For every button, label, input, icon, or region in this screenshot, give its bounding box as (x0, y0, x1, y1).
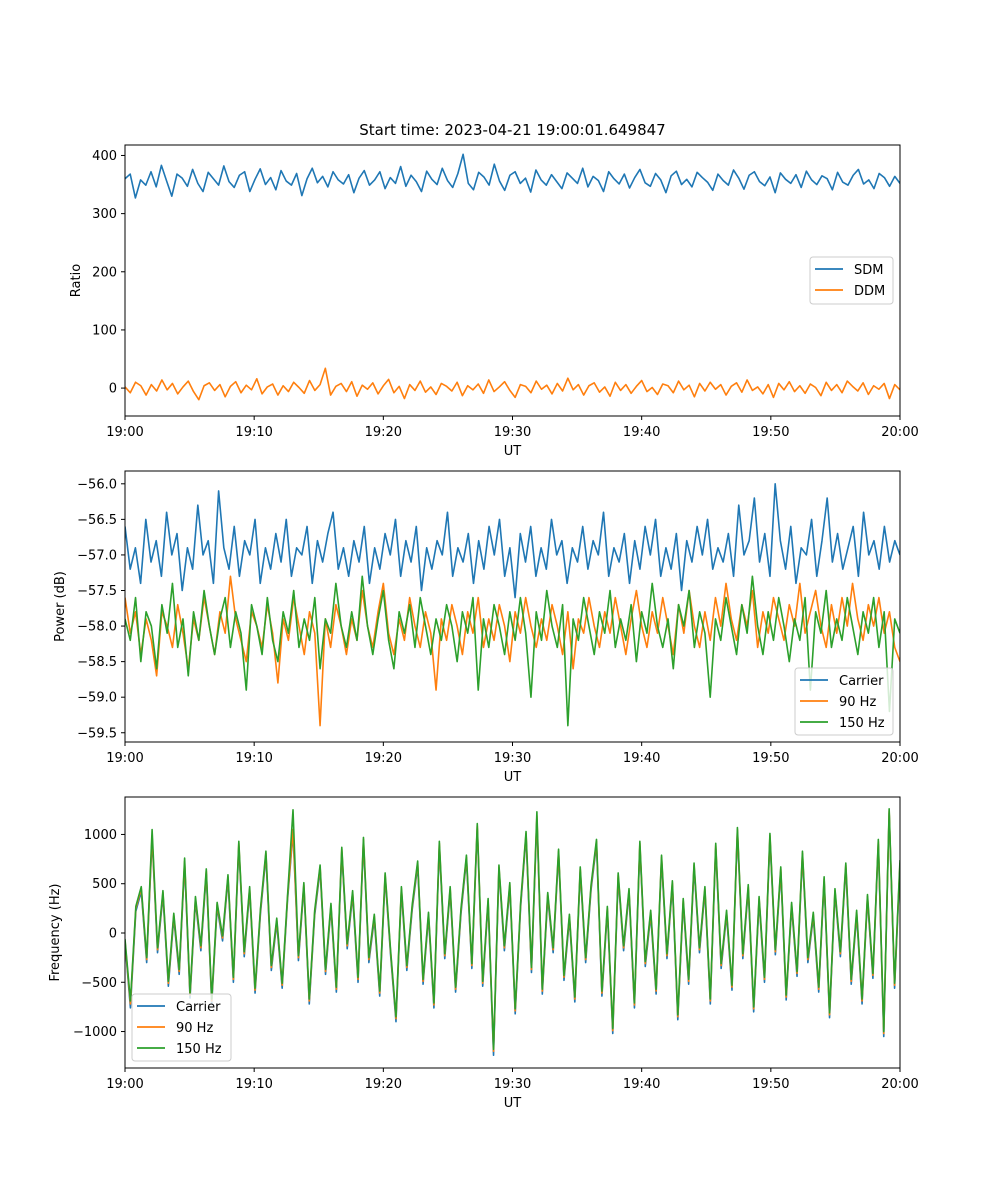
x-tick-label: 19:10 (235, 751, 272, 766)
y-axis-label: Ratio (69, 264, 84, 297)
y-tick-label: −58.5 (77, 655, 117, 670)
x-tick-label: 20:00 (881, 751, 918, 766)
legend-entry: 90 Hz (176, 1021, 213, 1036)
x-tick-label: 19:10 (235, 425, 272, 440)
y-axis-label: Power (dB) (53, 571, 68, 642)
y-tick-label: 0 (109, 382, 117, 397)
legend: SDM DDM (809, 256, 894, 305)
y-tick-label: −500 (81, 976, 117, 991)
x-tick-label: 19:40 (623, 425, 660, 440)
x-tick-label: 19:50 (752, 425, 789, 440)
y-tick-label: −57.0 (77, 548, 117, 563)
y-tick-label: 300 (92, 207, 117, 222)
y-tick-label: 200 (92, 265, 117, 280)
legend-box (131, 993, 232, 1062)
x-tick-label: 19:10 (235, 1077, 272, 1092)
x-tick-label: 19:50 (752, 1077, 789, 1092)
y-tick-label: 400 (92, 149, 117, 164)
figure-title: Start time: 2023-04-21 19:00:01.649847 (359, 121, 665, 139)
legend: Carrier 90 Hz 150 Hz (794, 667, 894, 736)
x-tick-label: 19:00 (106, 751, 143, 766)
legend-entry: 90 Hz (839, 695, 876, 710)
x-tick-label: 19:40 (623, 751, 660, 766)
y-tick-label: −59.5 (77, 726, 117, 741)
y-tick-label: 100 (92, 323, 117, 338)
series-line-ddm (125, 367, 900, 401)
legend-box (794, 667, 894, 736)
y-tick-label: 0 (109, 926, 117, 941)
x-tick-label: 19:00 (106, 1077, 143, 1092)
x-axis-label: UT (504, 444, 522, 459)
series-line-sdm (125, 153, 900, 199)
x-tick-label: 19:30 (494, 1077, 531, 1092)
y-axis-label: Frequency (Hz) (48, 883, 63, 981)
x-tick-label: 19:30 (494, 425, 531, 440)
y-tick-label: 1000 (84, 828, 117, 843)
legend-entry: Carrier (839, 674, 884, 689)
legend-entry: 150 Hz (839, 716, 885, 731)
y-tick-label: −56.5 (77, 513, 117, 528)
y-tick-label: −57.5 (77, 584, 117, 599)
legend-entry: 150 Hz (176, 1042, 222, 1057)
x-tick-label: 19:20 (365, 425, 402, 440)
axes-frame (124, 144, 901, 417)
legend-entry: Carrier (176, 1000, 221, 1015)
y-tick-label: −59.0 (77, 691, 117, 706)
x-tick-label: 19:00 (106, 425, 143, 440)
series-line-150-hz (125, 575, 900, 727)
series-line-carrier (125, 482, 900, 599)
x-tick-label: 20:00 (881, 1077, 918, 1092)
x-axis-label: UT (504, 770, 522, 785)
legend-entry: DDM (854, 284, 885, 299)
x-tick-label: 19:40 (623, 1077, 660, 1092)
axes-frame (124, 470, 901, 743)
legend: Carrier 90 Hz 150 Hz (131, 993, 232, 1062)
chart-panel-2: 19:00 19:10 19:20 19:30 19:40 19:50 20:00 −59.5… (53, 470, 919, 785)
series-line-150-hz (125, 808, 900, 1051)
x-axis-label: UT (504, 1096, 522, 1111)
chart-panel-1: 19:00 19:10 19:20 19:30 19:40 19:50 20:00 0 100 2… (69, 144, 919, 459)
legend-entry: SDM (854, 263, 883, 278)
y-tick-label: −1000 (73, 1025, 117, 1040)
x-tick-label: 19:50 (752, 751, 789, 766)
y-tick-label: 500 (92, 877, 117, 892)
y-tick-label: −56.0 (77, 477, 117, 492)
y-tick-label: −58.0 (77, 620, 117, 635)
chart-panel-3: 19:00 19:10 19:20 19:30 19:40 19:50 20:00 −1000… (48, 796, 919, 1111)
x-tick-label: 19:20 (365, 1077, 402, 1092)
x-tick-label: 19:20 (365, 751, 402, 766)
series-line-90-hz (125, 575, 900, 727)
x-tick-label: 19:30 (494, 751, 531, 766)
x-tick-label: 20:00 (881, 425, 918, 440)
